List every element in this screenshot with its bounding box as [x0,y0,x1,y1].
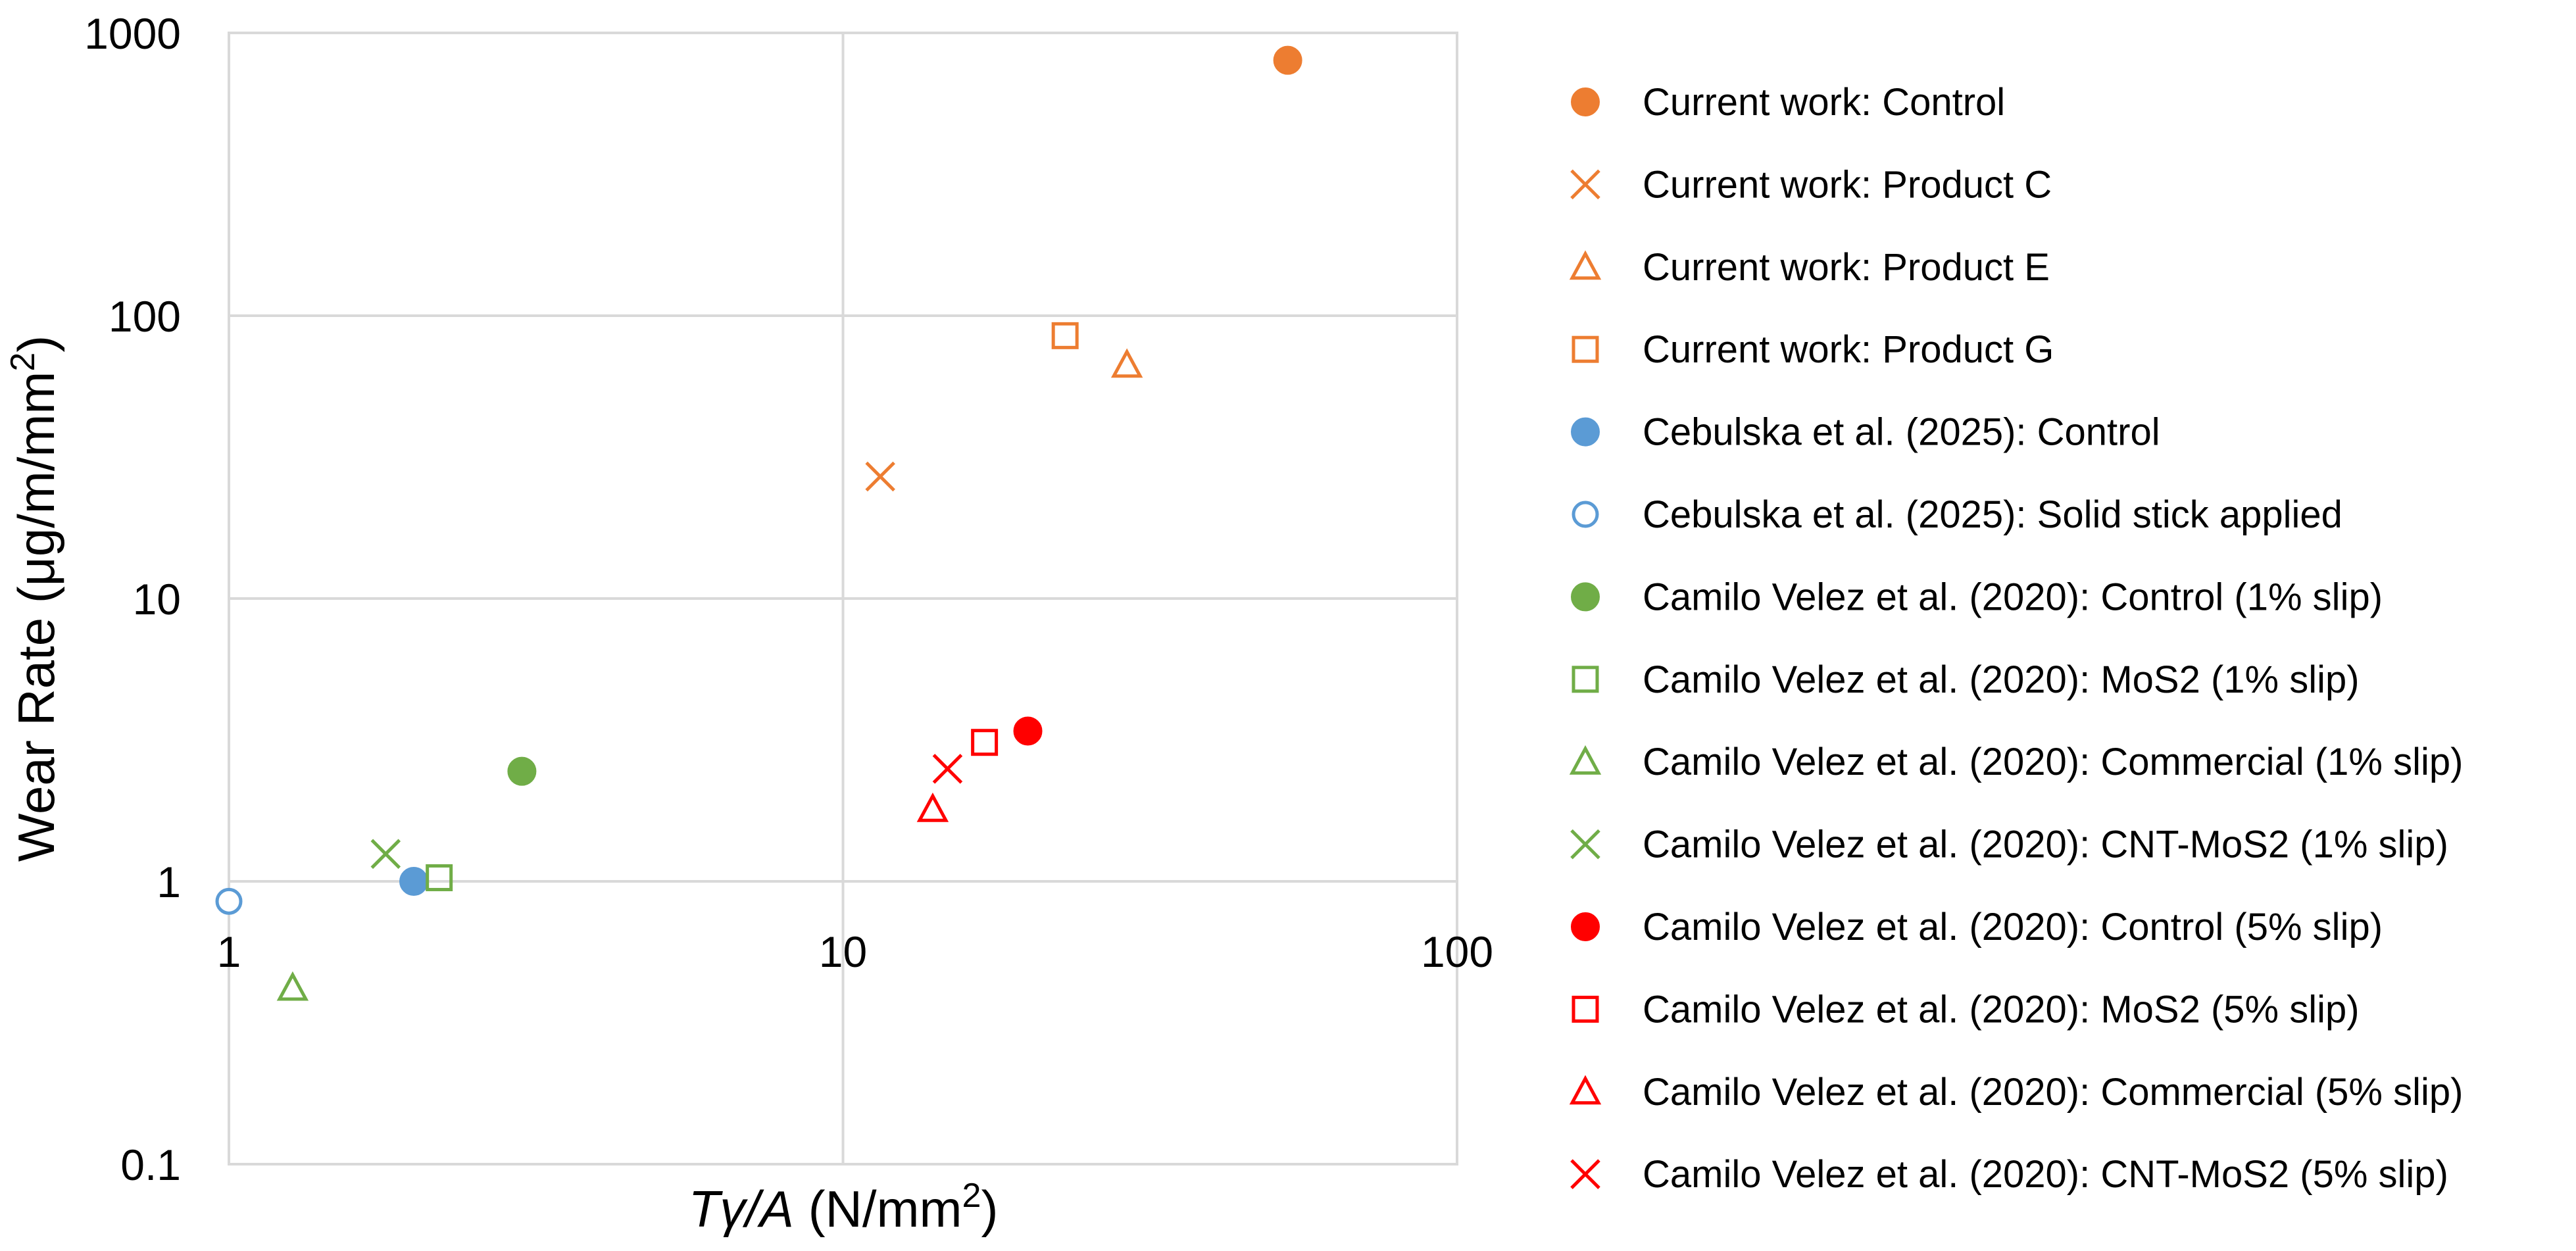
legend-label: Current work: Control [1643,81,2005,124]
legend: Current work: Control Current work: Produ… [1569,81,2463,1196]
legend-label: Current work: Product C [1643,163,2052,206]
legend-label: Camilo Velez et al. (2020): Control (1% … [1643,576,2383,618]
legend-label: Cebulska et al. (2025): Solid stick appl… [1643,493,2342,536]
data-point [426,864,453,891]
legend-label: Camilo Velez et al. (2020): MoS2 (1% sli… [1643,658,2360,701]
legend-marker [1569,745,1602,775]
legend-marker [1570,1159,1600,1189]
legend-label: Camilo Velez et al. (2020): Commercial (… [1643,1071,2463,1114]
y-tick-label: 10 [133,575,181,624]
data-point [916,792,949,822]
data-point [1273,45,1302,75]
legend-label: Current work: Product E [1643,246,2050,289]
legend-marker [1572,335,1599,363]
legend-marker [1572,501,1599,528]
x-tick-label: 10 [819,927,867,976]
legend-label: Current work: Product G [1643,328,2054,371]
data-point [215,887,243,915]
legend-marker [1569,250,1602,280]
legend-label: Camilo Velez et al. (2020): CNT-MoS2 (1%… [1643,823,2448,866]
legend-marker [1570,829,1600,860]
legend-label: Camilo Velez et al. (2020): Control (5% … [1643,906,2383,948]
plot-area-border [228,32,1458,1165]
data-point [932,754,963,784]
legend-marker [1571,417,1600,447]
y-tick-label: 0.1 [120,1141,181,1189]
legend-label: Camilo Velez et al. (2020): Commercial (… [1643,741,2463,783]
legend-marker [1570,169,1600,200]
legend-label: Camilo Velez et al. (2020): CNT-MoS2 (5%… [1643,1153,2448,1196]
data-point [1051,322,1079,349]
data-point [1110,348,1143,378]
legend-marker [1571,912,1600,941]
legend-marker [1569,1075,1602,1105]
data-point [1013,716,1043,746]
legend-marker [1572,995,1599,1023]
y-tick-label: 1 [157,858,181,906]
data-point [370,839,401,870]
legend-marker [1571,582,1600,612]
data-point [276,971,309,1001]
y-axis-title: Wear Rate (μg/m/mm2) [4,335,65,862]
legend-label: Camilo Velez et al. (2020): MoS2 (5% sli… [1643,988,2360,1031]
tick-labels: 1 10 100 0.1 1 10 100 1000 [84,9,1493,1189]
data-point [399,867,429,896]
y-tick-label: 1000 [84,9,181,58]
data-points [215,45,1302,1001]
legend-label: Cebulska et al. (2025): Control [1643,411,2160,454]
x-tick-label: 1 [217,927,241,976]
legend-marker [1571,87,1600,116]
legend-marker [1572,666,1599,693]
data-point [865,461,895,492]
data-point [971,729,999,756]
data-point [507,756,537,786]
y-tick-label: 100 [109,292,181,341]
x-tick-label: 100 [1421,927,1493,976]
x-axis-title: Tγ/A (N/mm2) [689,1177,999,1238]
